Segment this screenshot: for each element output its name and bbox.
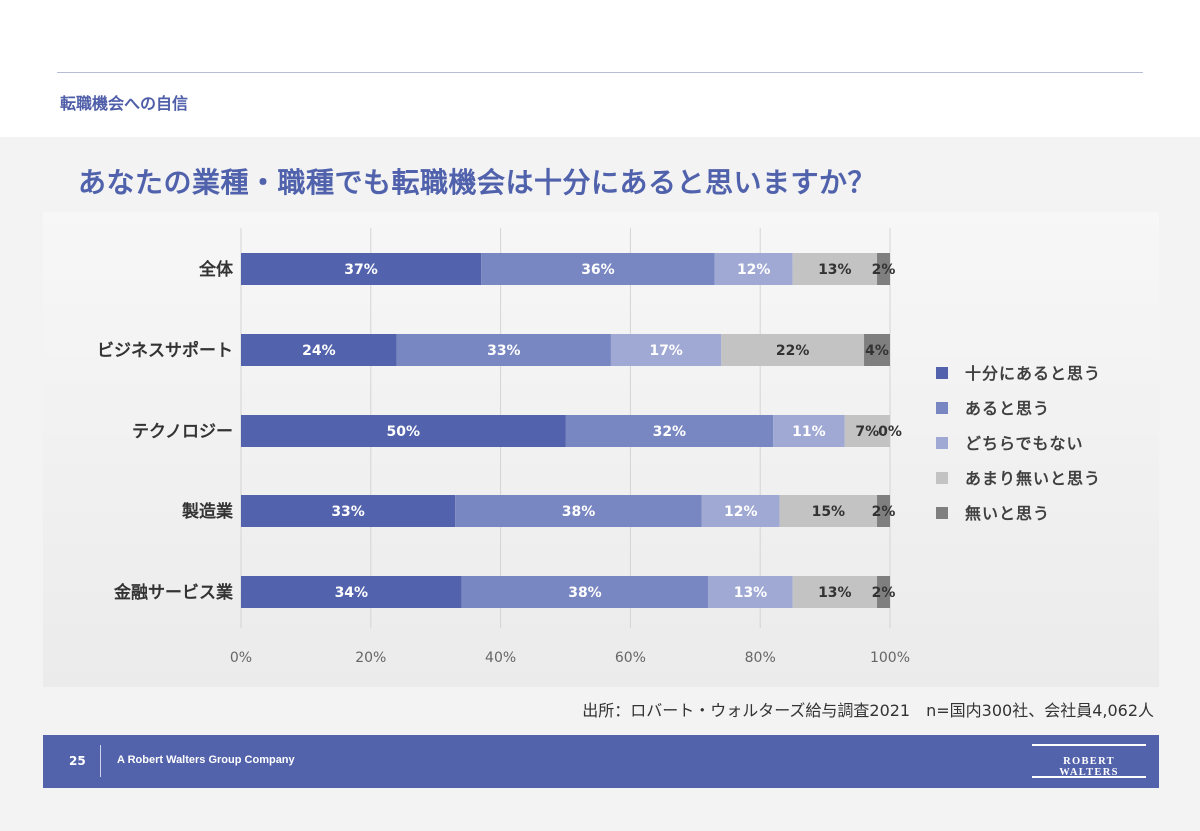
stacked-bar-chart: 37% 36% 12% 13% 2%24% 33% 17% 22% 4%50% 32% 11% 7%0… [43, 212, 1159, 687]
bar-segment [241, 415, 566, 447]
data-label: 15% [812, 504, 846, 520]
data-label: 32% [653, 424, 687, 440]
data-label: 24% [302, 343, 336, 359]
robert-walters-logo: ROBERT WALTERS [1032, 744, 1146, 778]
data-label: 2% [872, 262, 896, 278]
section-title: 転職機会への自信 [60, 94, 189, 113]
bar-segment [877, 576, 890, 608]
category-label: ビジネスサポート [97, 340, 233, 361]
bar-segment [792, 253, 878, 285]
x-tick-label: 80% [745, 650, 776, 666]
category-label: テクノロジー [132, 422, 233, 442]
legend-label: あまり無いと思う [965, 469, 1101, 488]
legend-swatch [936, 437, 948, 449]
page-number: 25 [69, 754, 86, 768]
logo-text: ROBERT WALTERS [1059, 756, 1119, 778]
top-header-area: 転職機会への自信 [0, 0, 1200, 137]
bar-segment [864, 334, 890, 366]
footer-bar: 25 A Robert Walters Group Company ROBERT… [43, 735, 1159, 788]
category-label: 金融サービス業 [113, 582, 233, 603]
x-tick-label: 100% [870, 650, 910, 666]
bar-segment [461, 576, 709, 608]
bar-segment [241, 253, 482, 285]
x-tick-label: 60% [615, 650, 646, 666]
bar-segment [877, 495, 890, 527]
data-label: 12% [737, 262, 771, 278]
data-label: 0% [878, 424, 902, 440]
company-name: A Robert Walters Group Company [117, 754, 295, 766]
footer-divider [100, 745, 101, 777]
x-tick-label: 0% [230, 650, 252, 666]
x-tick-label: 20% [355, 650, 386, 666]
header-divider [57, 72, 1143, 73]
logo-bottom-line [1032, 776, 1146, 778]
bar-segment [610, 334, 722, 366]
data-label: 7% [855, 424, 879, 440]
bar-segment [714, 253, 793, 285]
bar-segment [877, 253, 890, 285]
data-label: 38% [568, 585, 602, 601]
data-label: 33% [487, 343, 521, 359]
legend-swatch [936, 507, 948, 519]
bar-segment [241, 334, 397, 366]
chart-question-title: あなたの業種・職種でも転職機会は十分にあると思いますか？ [78, 166, 877, 199]
bar-segment [708, 576, 793, 608]
bar-segment [481, 253, 715, 285]
data-label: 22% [776, 343, 810, 359]
logo-top-line [1032, 744, 1146, 746]
data-label: 50% [386, 424, 420, 440]
data-label: 37% [344, 262, 378, 278]
source-note: 出所：ロバート・ウォルターズ給与調査2021 n=国内300社、会社員4,062… [582, 701, 1154, 720]
legend-label: どちらでもない [965, 434, 1084, 453]
data-label: 4% [865, 343, 889, 359]
data-label: 13% [734, 585, 768, 601]
data-label: 11% [792, 424, 826, 440]
bar-segment [565, 415, 774, 447]
bar-segment [241, 495, 456, 527]
data-label: 2% [872, 504, 896, 520]
data-label: 12% [724, 504, 758, 520]
bar-segment [396, 334, 611, 366]
bar-segment [844, 415, 890, 447]
data-label: 33% [331, 504, 365, 520]
data-label: 2% [872, 585, 896, 601]
data-label: 38% [562, 504, 596, 520]
legend-swatch [936, 402, 948, 414]
legend-label: 十分にあると思う [965, 364, 1101, 383]
bar-segment [701, 495, 780, 527]
legend-swatch [936, 472, 948, 484]
category-label: 全体 [198, 259, 234, 280]
bar-segment [721, 334, 865, 366]
data-label: 17% [649, 343, 683, 359]
bar-segment [455, 495, 702, 527]
bar-segment [779, 495, 878, 527]
legend-swatch [936, 367, 948, 379]
data-label: 13% [818, 585, 852, 601]
data-label: 34% [335, 585, 369, 601]
category-label: 製造業 [181, 501, 233, 522]
x-tick-label: 40% [485, 650, 516, 666]
bar-segment [792, 576, 878, 608]
data-label: 36% [581, 262, 615, 278]
legend-label: 無いと思う [965, 504, 1050, 523]
bar-segment [773, 415, 845, 447]
bar-segment [241, 576, 462, 608]
data-label: 13% [818, 262, 852, 278]
legend-label: あると思う [965, 399, 1050, 418]
